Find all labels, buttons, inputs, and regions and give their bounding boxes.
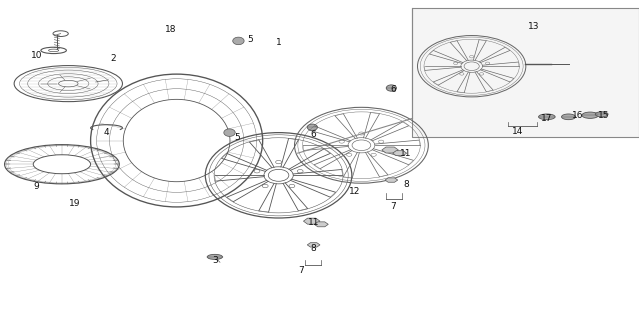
Ellipse shape: [307, 124, 317, 130]
Text: 2: 2: [110, 54, 116, 63]
Text: 8: 8: [311, 243, 317, 253]
Text: 5: 5: [234, 133, 240, 142]
Text: 3: 3: [212, 256, 218, 265]
Text: 18: 18: [164, 25, 176, 34]
Text: 14: 14: [512, 127, 524, 136]
Text: 5: 5: [247, 35, 253, 44]
Bar: [412, 8, 639, 137]
Polygon shape: [393, 151, 406, 156]
Text: 11: 11: [308, 218, 319, 227]
Text: 13: 13: [528, 22, 540, 31]
Text: 6: 6: [390, 85, 396, 94]
Text: 7: 7: [298, 266, 304, 275]
Ellipse shape: [582, 112, 598, 118]
Polygon shape: [382, 147, 398, 153]
Text: 6: 6: [311, 130, 317, 139]
Ellipse shape: [539, 114, 555, 120]
Text: 1: 1: [276, 38, 282, 47]
Text: 15: 15: [598, 111, 609, 120]
Text: 10: 10: [31, 51, 42, 60]
Ellipse shape: [387, 85, 396, 91]
Polygon shape: [303, 218, 320, 224]
Polygon shape: [385, 178, 397, 182]
Text: 4: 4: [104, 128, 109, 137]
Text: 16: 16: [572, 111, 584, 120]
Text: 7: 7: [390, 203, 396, 211]
Ellipse shape: [561, 114, 575, 120]
Text: 12: 12: [349, 187, 361, 196]
Polygon shape: [233, 37, 244, 45]
Polygon shape: [314, 222, 328, 227]
Text: 19: 19: [69, 199, 81, 208]
Text: 9: 9: [33, 182, 39, 191]
Polygon shape: [224, 129, 236, 137]
Text: 17: 17: [540, 114, 552, 123]
Ellipse shape: [207, 254, 223, 259]
Polygon shape: [307, 243, 320, 247]
Text: 11: 11: [400, 149, 412, 158]
Text: 8: 8: [403, 180, 409, 189]
Ellipse shape: [595, 112, 608, 117]
